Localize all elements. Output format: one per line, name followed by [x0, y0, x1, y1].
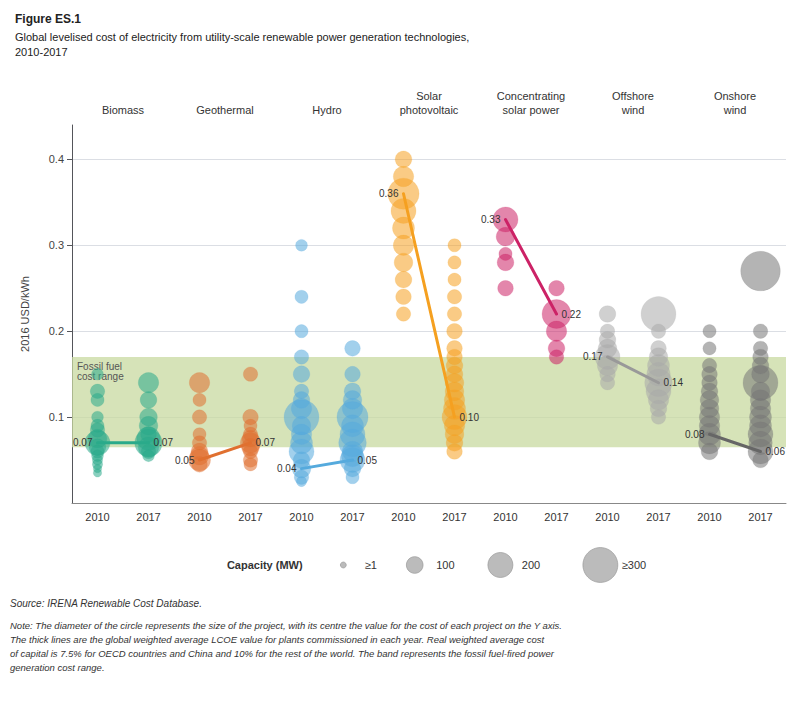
- svg-text:Source: IRENA Renewable Cost D: Source: IRENA Renewable Cost Database.: [10, 598, 202, 609]
- svg-text:solar power: solar power: [503, 104, 560, 116]
- svg-text:Onshore: Onshore: [714, 90, 756, 102]
- svg-text:2017: 2017: [442, 511, 466, 523]
- svg-text:2010: 2010: [187, 511, 211, 523]
- svg-text:0.07: 0.07: [256, 437, 276, 448]
- svg-text:0.08: 0.08: [685, 429, 705, 440]
- svg-text:Offshore: Offshore: [612, 90, 654, 102]
- svg-text:0.2: 0.2: [49, 325, 64, 337]
- svg-text:The thick lines are the global: The thick lines are the global weighted …: [10, 634, 544, 645]
- svg-text:Note: The diameter of the circ: Note: The diameter of the circle represe…: [10, 620, 562, 631]
- svg-text:cost range: cost range: [77, 371, 124, 383]
- svg-text:2010: 2010: [289, 511, 313, 523]
- svg-text:2016 USD/kWh: 2016 USD/kWh: [19, 276, 31, 352]
- svg-text:0.06: 0.06: [766, 446, 786, 457]
- svg-text:0.04: 0.04: [277, 463, 297, 474]
- svg-text:Hydro: Hydro: [312, 104, 341, 116]
- svg-text:Capacity (MW): Capacity (MW): [227, 559, 303, 571]
- svg-text:0.3: 0.3: [49, 239, 64, 251]
- svg-text:0.17: 0.17: [583, 351, 603, 362]
- svg-text:0.07: 0.07: [154, 437, 174, 448]
- svg-text:0.10: 0.10: [460, 412, 480, 423]
- svg-text:100: 100: [436, 559, 454, 571]
- svg-text:2010: 2010: [85, 511, 109, 523]
- svg-text:Global levelised cost of elect: Global levelised cost of electricity fro…: [15, 31, 469, 43]
- svg-text:0.07: 0.07: [73, 437, 93, 448]
- svg-text:≥300: ≥300: [622, 559, 646, 571]
- svg-text:0.33: 0.33: [481, 214, 501, 225]
- svg-text:0.4: 0.4: [49, 153, 64, 165]
- svg-text:Solar: Solar: [416, 90, 442, 102]
- svg-text:photovoltaic: photovoltaic: [400, 104, 459, 116]
- svg-text:0.1: 0.1: [49, 411, 64, 423]
- svg-text:2010-2017: 2010-2017: [15, 46, 68, 58]
- svg-text:2017: 2017: [340, 511, 364, 523]
- svg-text:2010: 2010: [391, 511, 415, 523]
- svg-text:Biomass: Biomass: [102, 104, 145, 116]
- svg-text:2010: 2010: [595, 511, 619, 523]
- svg-text:2017: 2017: [544, 511, 568, 523]
- svg-text:≥1: ≥1: [365, 559, 377, 571]
- svg-text:Figure ES.1: Figure ES.1: [15, 12, 81, 26]
- svg-text:2010: 2010: [697, 511, 721, 523]
- svg-text:wind: wind: [621, 104, 645, 116]
- svg-text:generation cost range.: generation cost range.: [10, 662, 105, 673]
- svg-text:wind: wind: [723, 104, 747, 116]
- svg-text:Concentrating: Concentrating: [497, 90, 566, 102]
- svg-text:0.22: 0.22: [562, 309, 582, 320]
- svg-text:0.05: 0.05: [358, 455, 378, 466]
- svg-text:200: 200: [522, 559, 540, 571]
- svg-text:2017: 2017: [238, 511, 262, 523]
- svg-text:0.36: 0.36: [379, 188, 399, 199]
- svg-text:0.05: 0.05: [175, 455, 195, 466]
- svg-text:Geothermal: Geothermal: [196, 104, 253, 116]
- svg-text:0.14: 0.14: [664, 377, 684, 388]
- svg-text:2010: 2010: [493, 511, 517, 523]
- svg-text:2017: 2017: [646, 511, 670, 523]
- svg-text:Fossil fuel: Fossil fuel: [77, 361, 122, 373]
- svg-text:2017: 2017: [748, 511, 772, 523]
- svg-text:of capital is 7.5% for OECD co: of capital is 7.5% for OECD countries an…: [10, 648, 555, 659]
- svg-text:2017: 2017: [136, 511, 160, 523]
